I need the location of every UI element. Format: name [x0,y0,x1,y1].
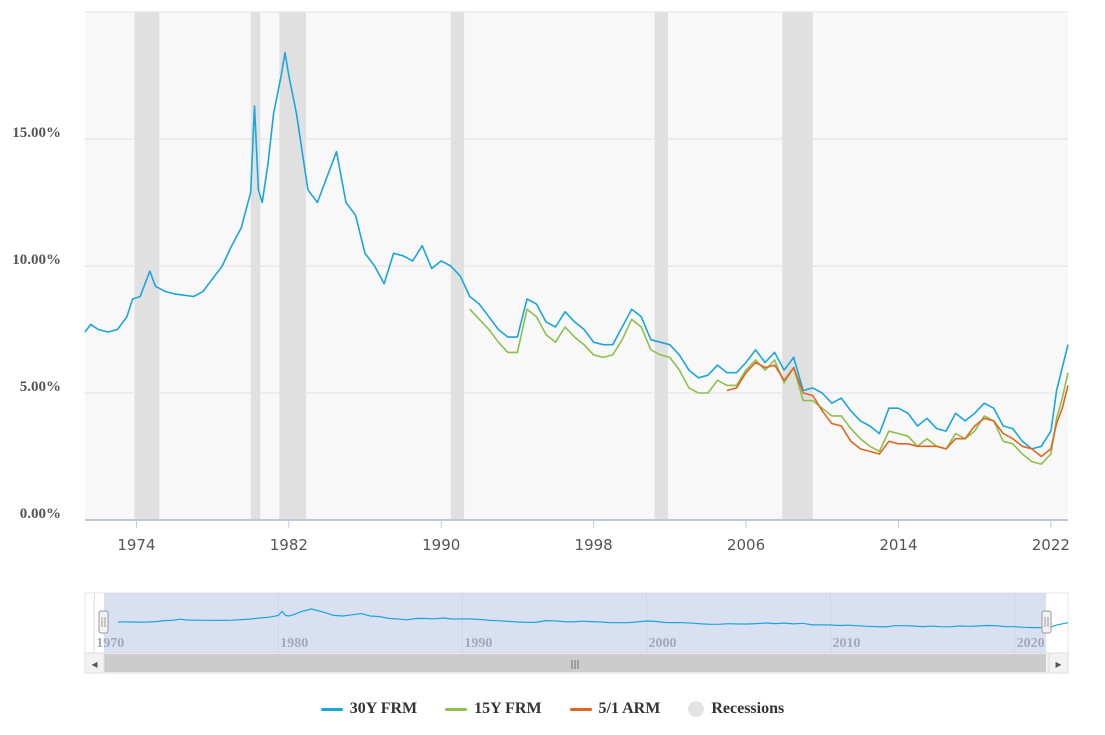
scrollbar-left-button[interactable] [84,652,105,674]
x-tick-label: 1998 [575,536,613,554]
legend-swatch-5-1-arm [569,707,592,711]
navigator-year-label: 2000 [648,636,676,651]
x-tick-label: 1982 [270,536,308,554]
x-axis-ticks: 1974 1982 1990 1998 2006 2014 2022 [117,520,1070,554]
legend-label-15y-frm: 15Y FRM [474,700,542,717]
scrollbar-right-button[interactable] [1048,652,1069,674]
y-tick-label: 5.00% [20,379,61,395]
legend-label-5-1-arm: 5/1 ARM [598,700,661,717]
y-tick-label: 15.00% [12,125,61,141]
series-line-arm51 [726,361,1069,458]
navigator-labels: 1970 1980 1990 2000 2010 2020 [96,636,1044,651]
legend-swatch-recessions [688,701,705,717]
chart-legend: 30Y FRM 15Y FRM 5/1 ARM Recessions [0,700,1105,718]
navigator-year-label: 1980 [280,636,308,651]
legend-label-30y-frm: 30Y FRM [349,700,418,717]
navigator-scrollbar[interactable]: ||| ◂ ▸ [84,652,1069,674]
x-tick-label: 2014 [879,536,917,554]
y-tick-label: 10.00% [12,252,61,268]
legend-swatch-15y-frm [445,707,468,711]
navigator-year-label: 2020 [1017,636,1045,651]
x-tick-label: 1990 [422,536,460,554]
legend-item-recessions[interactable]: Recessions [688,700,784,718]
navigator-year-label: 2010 [833,636,861,651]
scrollbar-left-arrow-icon[interactable]: ◂ [91,657,97,671]
navigator-series-line [118,608,1069,629]
x-tick-label: 2022 [1032,536,1070,554]
scrollbar-grip[interactable]: ||| [570,660,579,670]
legend-item-5-1-arm[interactable]: 5/1 ARM [569,700,661,718]
legend-item-30y-frm[interactable]: 30Y FRM [320,700,418,718]
navigator-right-handle[interactable] [1041,610,1052,634]
series-line-frm15 [469,308,1069,465]
x-tick-label: 2006 [727,536,765,554]
series-lines [84,51,1069,465]
legend-swatch-30y-frm [320,707,343,711]
navigator-left-handle[interactable] [98,610,109,634]
y-gridlines [85,11,1068,394]
y-axis-labels: 0.00% 5.00% 10.00% 15.00% [12,125,61,522]
x-tick-label: 1974 [117,536,155,554]
legend-label-recessions: Recessions [711,700,785,717]
y-tick-label: 0.00% [20,506,61,522]
navigator-series [118,608,1069,629]
series-line-frm30 [84,51,1069,450]
scrollbar-thumb[interactable] [104,654,1046,672]
legend-item-15y-frm[interactable]: 15Y FRM [445,700,542,718]
range-navigator[interactable]: 1970 1980 1990 2000 2010 2020 [84,592,1069,654]
navigator-year-label: 1990 [464,636,492,651]
navigator-year-label: 1970 [96,636,124,651]
scrollbar-right-arrow-icon[interactable]: ▸ [1055,657,1061,671]
navigator-selected-range[interactable] [104,593,1046,653]
